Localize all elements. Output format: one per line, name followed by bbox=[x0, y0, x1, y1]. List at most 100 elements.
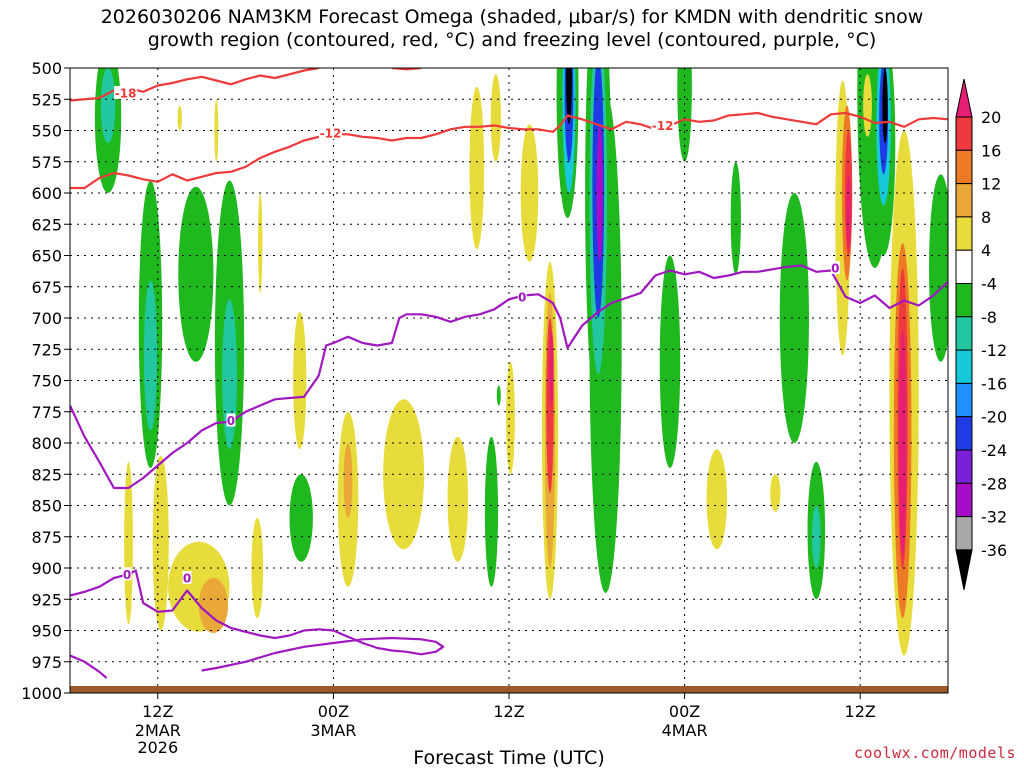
omega-region bbox=[383, 399, 425, 550]
y-tick-label: 850 bbox=[31, 497, 62, 516]
omega-region bbox=[124, 461, 133, 625]
omega-region bbox=[520, 124, 539, 262]
colorbar-segment bbox=[955, 249, 973, 284]
omega-region bbox=[293, 311, 307, 450]
y-tick-label: 600 bbox=[31, 184, 62, 203]
x-tick-sublabel: 2MAR bbox=[135, 721, 181, 740]
dgz-contour-label-bg bbox=[651, 118, 675, 132]
y-tick-label: 700 bbox=[31, 309, 62, 328]
freezing-level-contour-label-bg bbox=[182, 571, 192, 584]
omega-region bbox=[596, 124, 603, 262]
dgz-contour-label: -12 bbox=[320, 127, 342, 141]
y-tick-label: 775 bbox=[31, 403, 62, 422]
omega-region bbox=[566, 68, 572, 125]
freezing-level-contour-line bbox=[70, 569, 445, 672]
omega-region bbox=[882, 68, 888, 143]
colorbar-label: 4 bbox=[981, 241, 991, 260]
colorbar-label: -32 bbox=[981, 508, 1007, 527]
omega-region bbox=[469, 86, 485, 250]
colorbar-label: -20 bbox=[981, 408, 1007, 427]
y-tick-label: 675 bbox=[31, 278, 62, 297]
y-axis: 500 525 550 575 600 625 650 675 700 725 750 775 800 8… bbox=[21, 59, 70, 703]
dgz-contour-label: -18 bbox=[115, 87, 137, 101]
x-tick-label: 00Z bbox=[318, 702, 349, 721]
omega-region bbox=[178, 186, 214, 362]
x-tick-label: 00Z bbox=[669, 702, 700, 721]
x-tick-label: 12Z bbox=[493, 702, 524, 721]
freezing-level-contour-label: 0 bbox=[831, 262, 839, 276]
freezing-level-contour-label: 0 bbox=[227, 414, 235, 428]
colorbar-label: 20 bbox=[981, 108, 1001, 127]
colorbar-segment bbox=[955, 482, 973, 518]
y-tick-label: 900 bbox=[31, 559, 62, 578]
omega-region bbox=[730, 161, 741, 275]
colorbar-segment bbox=[955, 149, 973, 185]
freezing-level-contour-label: 0 bbox=[518, 290, 526, 304]
omega-region bbox=[177, 105, 182, 131]
colorbar: 20 16 12 8 4 -4 -8 -12 -16 -20 -24 -28 -32 -36 bbox=[955, 78, 1007, 590]
omega-region bbox=[152, 455, 169, 631]
y-tick-label: 875 bbox=[31, 528, 62, 547]
freezing-level-contour-label-bg bbox=[226, 413, 236, 427]
colorbar-segment bbox=[955, 283, 973, 318]
y-tick-label: 500 bbox=[31, 59, 62, 78]
contour-lines: -18 -12 -12 0 0 0 0 0 bbox=[70, 68, 948, 679]
colorbar-segment bbox=[955, 349, 973, 384]
colorbar-label: -24 bbox=[981, 441, 1007, 460]
omega-region bbox=[143, 280, 158, 431]
omega-region bbox=[706, 449, 728, 550]
omega-region bbox=[770, 474, 781, 512]
freezing-level-contour-line bbox=[70, 264, 948, 490]
colorbar-segment bbox=[955, 516, 973, 551]
colorbar-segment bbox=[955, 216, 973, 251]
omega-region bbox=[779, 193, 809, 443]
omega-region bbox=[659, 255, 681, 468]
colorbar-label: -28 bbox=[981, 474, 1007, 493]
y-tick-label: 575 bbox=[31, 153, 62, 172]
colorbar-segment bbox=[955, 183, 973, 218]
y-tick-label: 725 bbox=[31, 340, 62, 359]
ground-terrain bbox=[70, 686, 948, 693]
omega-region bbox=[484, 436, 499, 587]
omega-region bbox=[496, 385, 501, 406]
colorbar-bottom-triangle bbox=[955, 549, 973, 590]
colorbar-label: -8 bbox=[981, 308, 997, 327]
omega-region bbox=[677, 68, 692, 162]
colorbar-label: -36 bbox=[981, 541, 1007, 560]
chart-title-line2: growth region (contoured, red, °C) and f… bbox=[147, 29, 877, 51]
freezing-level-contour-line bbox=[70, 654, 108, 679]
omega-region bbox=[898, 330, 907, 556]
omega-region bbox=[490, 74, 501, 162]
dgz-contour-label: -12 bbox=[652, 119, 674, 133]
freezing-level-contour-label-bg bbox=[830, 261, 840, 274]
x-tick-sublabel: 4MAR bbox=[662, 721, 708, 740]
colorbar-segment bbox=[955, 449, 973, 484]
x-tick-sublabel: 3MAR bbox=[310, 721, 356, 740]
omega-region bbox=[928, 174, 948, 362]
x-tick-label: 12Z bbox=[142, 702, 173, 721]
omega-region bbox=[289, 474, 313, 562]
freezing-level-contour-label-bg bbox=[517, 289, 527, 303]
y-tick-label: 925 bbox=[31, 590, 62, 609]
colorbar-segment bbox=[955, 382, 973, 418]
omega-region bbox=[251, 518, 264, 618]
y-tick-label: 750 bbox=[31, 372, 62, 391]
omega-region bbox=[447, 436, 469, 562]
y-tick-label: 525 bbox=[31, 90, 62, 109]
omega-region bbox=[258, 193, 263, 293]
x-tick-label: 12Z bbox=[845, 702, 876, 721]
omega-region bbox=[506, 361, 515, 475]
dgz-contour-label-bg bbox=[318, 126, 342, 139]
omega-region bbox=[100, 68, 116, 143]
colorbar-label: -16 bbox=[981, 374, 1007, 393]
y-tick-label: 1000 bbox=[21, 684, 62, 703]
colorbar-label: 12 bbox=[981, 175, 1001, 194]
y-tick-label: 650 bbox=[31, 247, 62, 266]
x-tick-sublabel: 2026 bbox=[137, 738, 178, 757]
colorbar-top-triangle bbox=[955, 78, 973, 118]
colorbar-segment bbox=[955, 316, 973, 351]
colorbar-label: -4 bbox=[981, 275, 997, 294]
colorbar-segment bbox=[955, 116, 973, 151]
